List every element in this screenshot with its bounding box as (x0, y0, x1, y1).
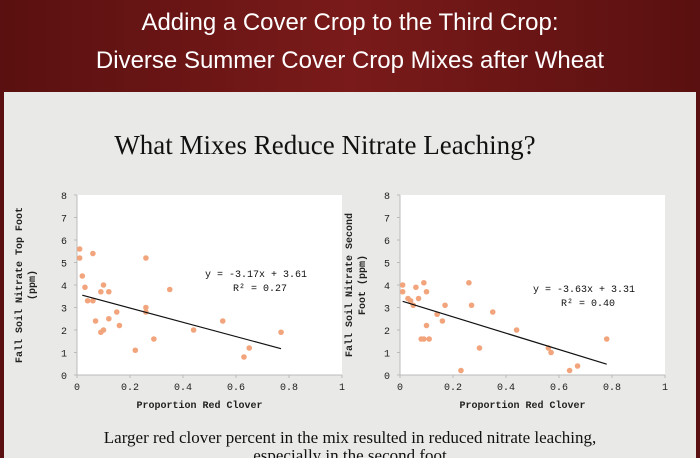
point (90, 297, 96, 304)
point (219, 318, 226, 324)
r-squared: R² = 0.40 (561, 299, 615, 310)
point (98, 288, 104, 295)
y-axis-label: Foot (ppm) (357, 255, 369, 315)
point (143, 255, 149, 261)
y-tick-label: 4 (61, 282, 67, 293)
y-tick-label: 5 (384, 260, 390, 271)
x-tick-label: 0.2 (121, 383, 139, 394)
point (566, 367, 573, 374)
point (399, 288, 406, 295)
caption: Larger red clover percent in the mix res… (104, 428, 596, 447)
x-tick-label: 0.6 (227, 383, 245, 394)
slide-title: Adding a Cover Crop to the Third Crop: (141, 9, 558, 36)
point (166, 286, 173, 293)
point (278, 329, 284, 336)
point (399, 282, 406, 288)
point (92, 318, 99, 324)
point (468, 302, 475, 309)
r-squared: R² = 0.27 (233, 284, 287, 295)
point (76, 246, 83, 252)
y-tick-label: 6 (384, 237, 390, 248)
y-tick-label: 2 (61, 327, 67, 338)
point (466, 279, 472, 286)
point (513, 327, 520, 333)
x-tick-label: 0.6 (550, 383, 568, 394)
trendline (402, 300, 607, 365)
equation: y = -3.17x + 3.61 (205, 270, 307, 281)
y-tick-label: 7 (61, 215, 67, 226)
point (151, 336, 157, 342)
point (79, 273, 86, 279)
equation: y = -3.63x + 3.31 (533, 285, 635, 296)
x-tick-label: 0 (397, 383, 403, 394)
point (423, 322, 430, 329)
point (423, 288, 430, 295)
point (407, 297, 414, 304)
y-tick-label: 1 (384, 350, 390, 361)
point (82, 284, 88, 291)
point (113, 309, 120, 315)
point (100, 282, 107, 288)
point (100, 327, 107, 333)
y-tick-label: 8 (384, 192, 390, 203)
point (421, 279, 427, 286)
y-tick-label: 1 (61, 350, 67, 361)
point (106, 315, 112, 322)
point (476, 345, 483, 351)
plot-area (77, 195, 342, 375)
x-tick-label: 1 (339, 383, 345, 394)
y-axis-label: Fall Soil Nitrate Top Foot (14, 207, 26, 363)
y-tick-label: 7 (384, 215, 390, 226)
x-tick-label: 0.2 (444, 383, 462, 394)
point (246, 345, 253, 351)
point (106, 288, 112, 295)
point (84, 297, 91, 304)
point (190, 327, 197, 333)
slide-title: Diverse Summer Cover Crop Mixes after Wh… (96, 47, 604, 74)
y-tick-label: 8 (61, 192, 67, 203)
y-tick-label: 0 (61, 372, 67, 383)
point (603, 336, 610, 342)
point (426, 336, 432, 342)
point (116, 322, 123, 329)
point (143, 304, 149, 311)
y-tick-label: 5 (61, 260, 67, 271)
y-tick-label: 0 (384, 372, 390, 383)
point (76, 255, 83, 261)
x-axis-label: Proportion Red Clover (136, 400, 262, 412)
trendline (82, 294, 282, 350)
x-tick-label: 0.8 (603, 383, 621, 394)
point (415, 295, 422, 302)
point (132, 347, 139, 354)
point (458, 367, 464, 374)
x-tick-label: 0.4 (497, 383, 515, 394)
y-axis-label: Fall Soil Nitrate Second (344, 213, 356, 357)
point (413, 284, 419, 291)
x-tick-label: 0.8 (280, 383, 298, 394)
point (489, 309, 496, 315)
point (90, 250, 96, 257)
point (421, 336, 427, 342)
y-tick-label: 2 (384, 327, 390, 338)
x-tick-label: 1 (662, 383, 668, 394)
y-axis-label: (ppm) (27, 270, 39, 300)
x-axis-label: Proportion Red Clover (459, 400, 585, 412)
point (574, 363, 581, 369)
y-tick-label: 3 (384, 305, 390, 316)
y-tick-label: 6 (61, 237, 67, 248)
point (439, 318, 446, 324)
point (548, 349, 554, 356)
heading: What Mixes Reduce Nitrate Leaching? (114, 130, 535, 160)
y-tick-label: 4 (384, 282, 390, 293)
point (442, 302, 448, 309)
caption: especially in the second foot (253, 446, 447, 458)
y-tick-label: 3 (61, 305, 67, 316)
plot-area (400, 195, 665, 375)
x-tick-label: 0.4 (174, 383, 192, 394)
point (241, 354, 247, 360)
x-tick-label: 0 (74, 383, 80, 394)
